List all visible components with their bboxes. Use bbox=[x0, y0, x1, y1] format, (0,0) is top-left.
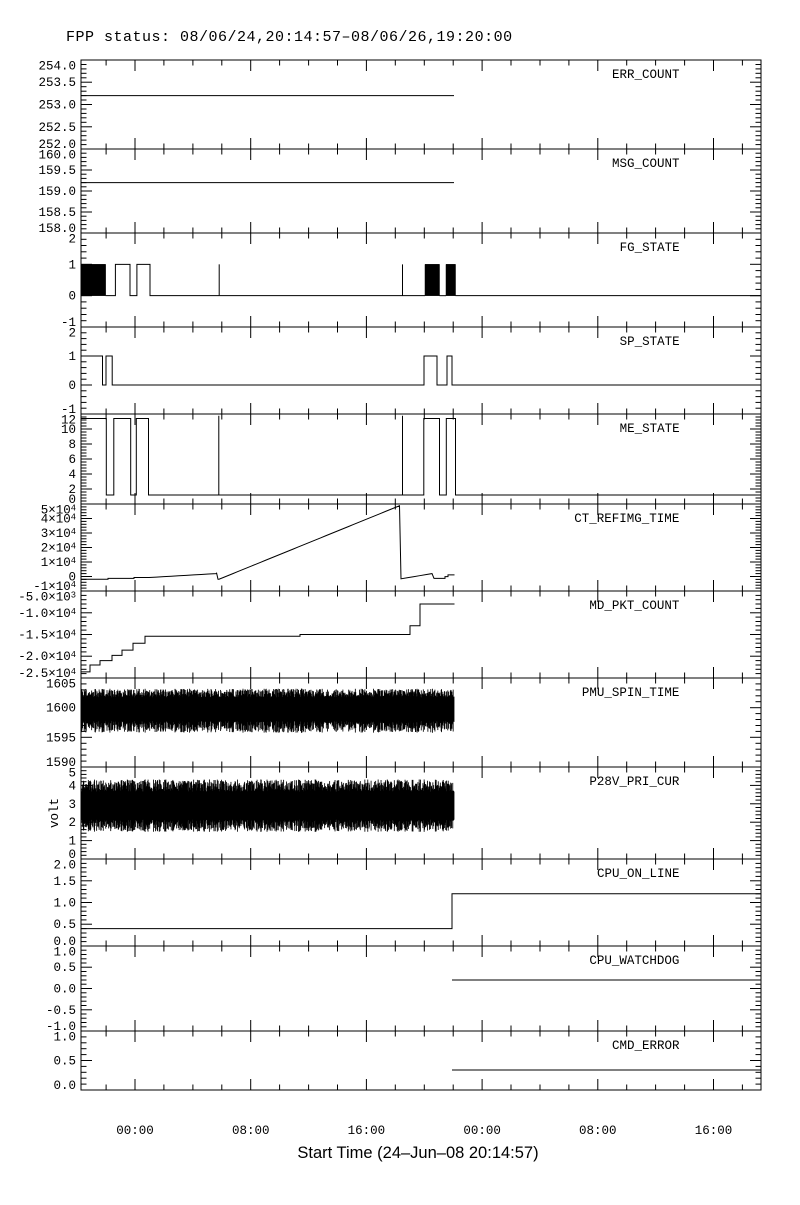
svg-text:CPU_WATCHDOG: CPU_WATCHDOG bbox=[589, 954, 679, 968]
svg-text:1.5: 1.5 bbox=[53, 875, 76, 889]
svg-text:Start Time (24–Jun–08 20:14:57: Start Time (24–Jun–08 20:14:57) bbox=[297, 1144, 538, 1162]
svg-text:0.5: 0.5 bbox=[53, 1055, 76, 1069]
svg-text:-1.0×104: -1.0×104 bbox=[18, 607, 76, 621]
svg-text:158.5: 158.5 bbox=[38, 206, 76, 220]
svg-text:00:00: 00:00 bbox=[116, 1124, 154, 1138]
svg-text:252.5: 252.5 bbox=[38, 121, 76, 135]
svg-text:159.5: 159.5 bbox=[38, 164, 76, 178]
svg-text:2: 2 bbox=[68, 327, 76, 341]
svg-text:8: 8 bbox=[68, 438, 76, 452]
svg-text:volt: volt bbox=[48, 798, 62, 828]
svg-text:1.0: 1.0 bbox=[53, 897, 76, 911]
svg-text:08:00: 08:00 bbox=[579, 1124, 617, 1138]
svg-text:08:00: 08:00 bbox=[232, 1124, 270, 1138]
svg-text:P28V_PRI_CUR: P28V_PRI_CUR bbox=[589, 775, 680, 789]
svg-text:0.0: 0.0 bbox=[53, 983, 76, 997]
svg-text:ME_STATE: ME_STATE bbox=[620, 422, 680, 436]
svg-text:MD_PKT_COUNT: MD_PKT_COUNT bbox=[589, 599, 680, 613]
svg-text:2: 2 bbox=[68, 816, 76, 830]
svg-text:-5.0×103: -5.0×103 bbox=[18, 590, 76, 604]
svg-text:FG_STATE: FG_STATE bbox=[620, 241, 680, 255]
svg-text:5: 5 bbox=[68, 767, 76, 781]
svg-text:1605: 1605 bbox=[46, 678, 76, 692]
svg-text:CMD_ERROR: CMD_ERROR bbox=[612, 1039, 680, 1053]
svg-text:CPU_ON_LINE: CPU_ON_LINE bbox=[597, 867, 680, 881]
svg-text:ERR_COUNT: ERR_COUNT bbox=[612, 68, 680, 82]
svg-text:159.0: 159.0 bbox=[38, 185, 76, 199]
svg-text:1600: 1600 bbox=[46, 702, 76, 716]
svg-text:1×104: 1×104 bbox=[41, 556, 76, 570]
svg-text:-1.5×104: -1.5×104 bbox=[18, 628, 76, 642]
svg-text:MSG_COUNT: MSG_COUNT bbox=[612, 157, 680, 171]
svg-text:2: 2 bbox=[68, 233, 76, 247]
svg-text:CT_REFIMG_TIME: CT_REFIMG_TIME bbox=[574, 512, 679, 526]
svg-text:3×104: 3×104 bbox=[41, 527, 76, 541]
svg-text:160.0: 160.0 bbox=[38, 149, 76, 163]
svg-text:1: 1 bbox=[68, 350, 76, 364]
svg-text:-0.5: -0.5 bbox=[46, 1004, 76, 1018]
svg-text:2×104: 2×104 bbox=[41, 541, 76, 555]
svg-text:00:00: 00:00 bbox=[463, 1124, 501, 1138]
svg-text:2.0: 2.0 bbox=[53, 859, 76, 873]
svg-text:0.5: 0.5 bbox=[53, 918, 76, 932]
svg-text:4: 4 bbox=[68, 779, 76, 793]
svg-text:PMU_SPIN_TIME: PMU_SPIN_TIME bbox=[582, 686, 680, 700]
svg-text:253.0: 253.0 bbox=[38, 99, 76, 113]
svg-text:10: 10 bbox=[61, 423, 76, 437]
svg-text:4: 4 bbox=[68, 468, 76, 482]
svg-text:1.0: 1.0 bbox=[53, 1031, 76, 1045]
svg-text:16:00: 16:00 bbox=[695, 1124, 733, 1138]
svg-text:SP_STATE: SP_STATE bbox=[620, 335, 680, 349]
svg-text:4×104: 4×104 bbox=[41, 512, 76, 526]
svg-text:0: 0 bbox=[68, 290, 76, 304]
svg-text:1.0: 1.0 bbox=[53, 946, 76, 960]
svg-text:1: 1 bbox=[68, 258, 76, 272]
svg-text:-2.0×104: -2.0×104 bbox=[18, 650, 76, 664]
svg-text:16:00: 16:00 bbox=[348, 1124, 386, 1138]
svg-text:253.5: 253.5 bbox=[38, 76, 76, 90]
svg-text:254.0: 254.0 bbox=[38, 60, 76, 74]
svg-text:6: 6 bbox=[68, 453, 76, 467]
svg-text:3: 3 bbox=[68, 798, 76, 812]
svg-text:FPP status: 08/06/24,20:14:57–: FPP status: 08/06/24,20:14:57–08/06/26,1… bbox=[66, 29, 513, 46]
svg-text:1: 1 bbox=[68, 835, 76, 849]
svg-text:0.5: 0.5 bbox=[53, 961, 76, 975]
svg-text:0.0: 0.0 bbox=[53, 1079, 76, 1093]
svg-text:1595: 1595 bbox=[46, 731, 76, 745]
svg-text:0: 0 bbox=[68, 379, 76, 393]
